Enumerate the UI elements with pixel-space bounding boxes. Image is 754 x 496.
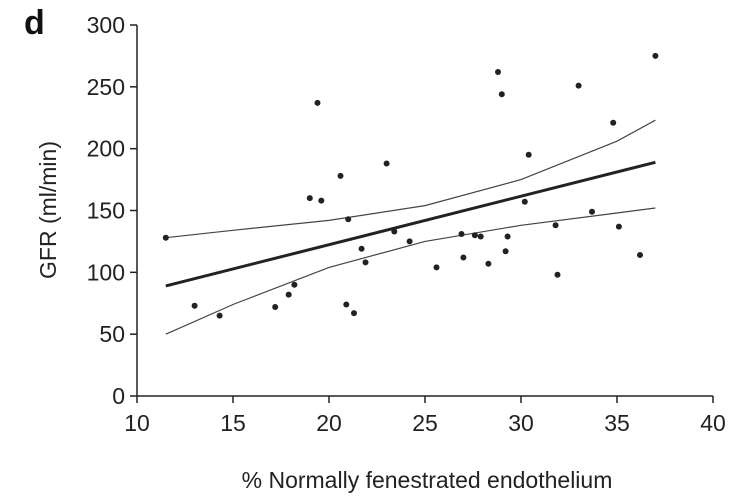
regression-line	[165, 160, 656, 288]
x-tick-label: 10	[124, 410, 150, 436]
data-point	[351, 310, 357, 317]
data-point	[291, 281, 298, 288]
data-point	[525, 151, 532, 158]
data-point	[391, 228, 398, 235]
data-point	[460, 254, 467, 261]
data-point	[216, 312, 223, 319]
data-point	[345, 216, 352, 223]
data-point	[318, 197, 325, 204]
confidence-lower-line	[165, 207, 656, 335]
y-axis-title: GFR (ml/min)	[35, 141, 61, 279]
y-tick-label: 250	[87, 74, 125, 100]
y-tick-label: 150	[87, 198, 125, 224]
data-point	[343, 301, 350, 308]
y-tick-label: 0	[112, 383, 125, 409]
data-point	[521, 198, 528, 205]
data-point	[272, 304, 279, 310]
confidence-band	[165, 119, 656, 335]
x-tick-label: 20	[316, 410, 342, 436]
data-point	[637, 252, 643, 258]
data-point	[552, 222, 559, 229]
y-tick-label: 300	[87, 12, 125, 38]
data-point	[471, 232, 478, 239]
data-point	[358, 245, 365, 252]
data-point	[498, 91, 505, 98]
data-point	[458, 231, 465, 237]
data-point	[495, 69, 501, 75]
data-point	[383, 160, 390, 167]
data-point	[504, 233, 511, 240]
data-point	[362, 259, 369, 266]
data-point	[191, 302, 198, 309]
x-tick-label: 15	[220, 410, 246, 436]
data-point	[652, 52, 659, 59]
data-point	[610, 119, 617, 126]
panel-label: d	[24, 4, 45, 42]
data-points	[162, 52, 659, 319]
data-point	[502, 248, 509, 255]
x-tick-label: 25	[412, 410, 438, 436]
y-tick-label: 100	[87, 259, 125, 285]
data-point	[477, 233, 484, 240]
data-point	[554, 271, 561, 278]
data-point	[406, 238, 413, 245]
data-point	[575, 82, 582, 89]
x-tick-label: 30	[508, 410, 534, 436]
x-axis-title: % Normally fenestrated endothelium	[242, 467, 613, 493]
axis-ticks: 0 50 100 150 200 250 300 10 15 20 25 30 35 40	[87, 12, 726, 436]
data-point	[615, 223, 622, 230]
x-tick-label: 35	[604, 410, 630, 436]
axes	[136, 25, 713, 397]
y-tick-label: 50	[99, 321, 125, 347]
regression-fit-line	[165, 160, 656, 288]
data-point	[306, 195, 313, 202]
data-point	[162, 234, 169, 241]
data-point	[589, 208, 595, 215]
data-point	[337, 172, 344, 179]
data-point	[485, 260, 492, 267]
data-point	[314, 99, 321, 106]
x-tick-label: 40	[700, 410, 726, 436]
y-tick-label: 200	[87, 136, 125, 162]
data-point	[285, 291, 292, 298]
data-point	[433, 264, 440, 271]
confidence-upper-line	[165, 119, 656, 239]
